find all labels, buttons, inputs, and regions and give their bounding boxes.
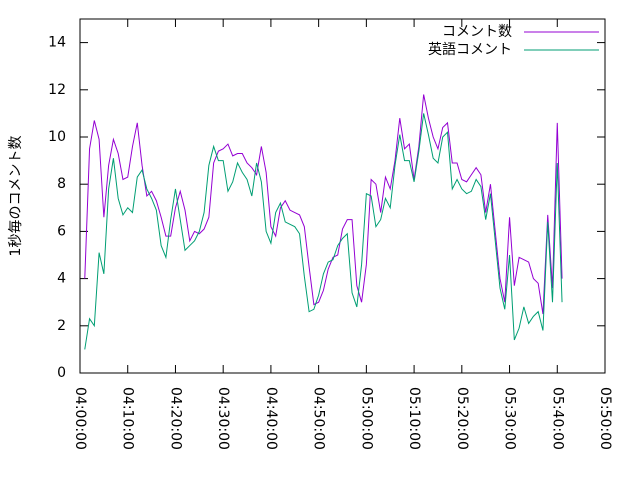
x-tick-label: 05:30:00 bbox=[502, 387, 518, 450]
x-tick-label: 04:40:00 bbox=[263, 387, 279, 450]
y-tick-label: 2 bbox=[57, 318, 66, 334]
legend-label: 英語コメント bbox=[428, 41, 512, 58]
x-tick-label: 04:10:00 bbox=[120, 387, 136, 450]
x-tick-label: 04:00:00 bbox=[72, 387, 88, 450]
x-tick-label: 04:30:00 bbox=[215, 387, 231, 450]
series-line bbox=[84, 94, 563, 315]
y-tick-label: 6 bbox=[57, 223, 66, 239]
x-tick-label: 04:20:00 bbox=[167, 387, 183, 450]
x-tick-label: 05:00:00 bbox=[358, 387, 374, 450]
x-tick-label: 05:40:00 bbox=[549, 387, 565, 450]
plot-frame bbox=[79, 18, 606, 374]
y-tick-label: 0 bbox=[57, 365, 66, 381]
y-tick-label: 14 bbox=[48, 35, 66, 51]
series-line bbox=[84, 113, 563, 350]
x-tick-label: 05:50:00 bbox=[597, 387, 613, 450]
y-tick-label: 12 bbox=[48, 82, 66, 98]
legend-label: コメント数 bbox=[442, 24, 512, 40]
y-tick-label: 4 bbox=[57, 271, 66, 287]
x-tick-label: 05:10:00 bbox=[406, 387, 422, 450]
x-tick-label: 04:50:00 bbox=[311, 387, 327, 450]
y-tick-label: 10 bbox=[48, 129, 66, 145]
x-tick-label: 05:20:00 bbox=[454, 387, 470, 450]
y-axis-label: 1秒毎のコメント数 bbox=[8, 136, 24, 257]
y-tick-label: 8 bbox=[57, 176, 66, 192]
